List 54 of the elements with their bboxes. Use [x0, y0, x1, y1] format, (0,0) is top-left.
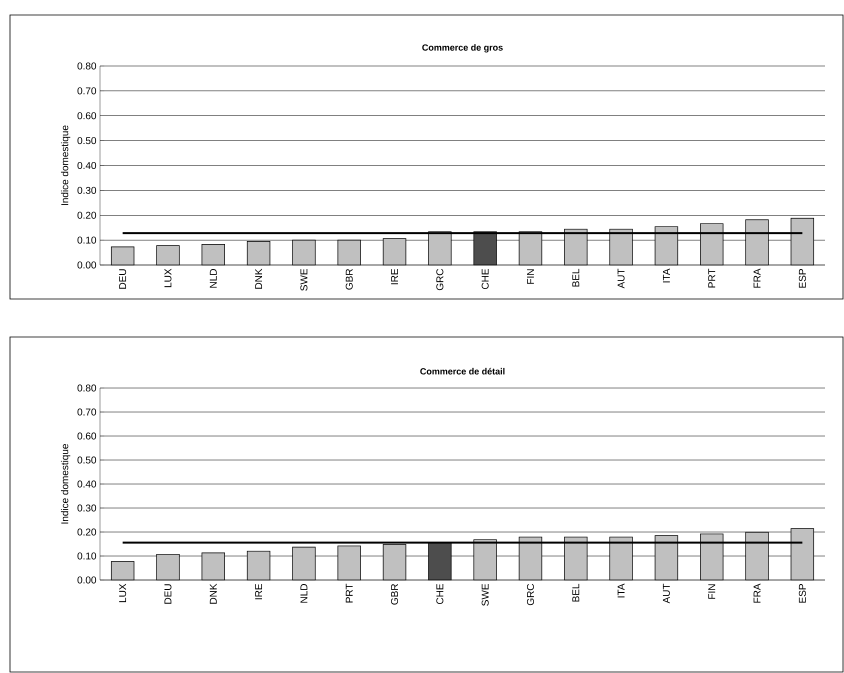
- y-tick-label: 0.00: [77, 576, 96, 584]
- x-tick-label: LUX: [119, 584, 126, 602]
- y-tick-label: 0.70: [77, 408, 96, 416]
- x-tick-label: FIN: [527, 269, 534, 284]
- x-tick-label: GBR: [391, 584, 398, 605]
- x-tick-label: GRC: [436, 268, 444, 290]
- x-tick-label: BEL: [572, 584, 580, 602]
- y-axis-title: Indice domestique: [60, 126, 70, 206]
- y-tick-label: 0.40: [77, 480, 96, 488]
- x-tick-label: DEU: [164, 584, 172, 604]
- x-tick-label: DNK: [210, 584, 217, 604]
- x-tick-label: ESP: [798, 269, 806, 288]
- x-tick-label: LUX: [164, 268, 172, 288]
- y-tick-label: 0.30: [77, 186, 96, 194]
- x-tick-label: GBR: [346, 268, 353, 290]
- y-tick-label: 0.60: [77, 432, 96, 440]
- x-tick-label: NLD: [210, 269, 217, 288]
- y-axis-title: Indice domestique: [60, 444, 70, 524]
- x-tick-label: FRA: [754, 584, 760, 603]
- y-tick-label: 0.70: [77, 87, 96, 94]
- x-tick-label: SWE: [300, 268, 308, 291]
- x-tick-label: DEU: [119, 269, 126, 289]
- x-tick-label: BEL: [572, 268, 580, 287]
- x-tick-label: SWE: [482, 584, 489, 606]
- x-tick-label: AUT: [618, 268, 625, 288]
- x-tick-label: AUT: [662, 584, 670, 604]
- x-tick-label: ESP: [798, 584, 806, 603]
- y-tick-label: 0.20: [77, 528, 96, 536]
- x-tick-label: CHE: [436, 584, 444, 604]
- x-tick-label: PRT: [346, 584, 353, 602]
- y-tick-label: 0.10: [77, 236, 96, 244]
- x-tick-label: IRE: [391, 268, 398, 284]
- y-tick-label: 0.20: [77, 212, 96, 219]
- x-tick-label: GRC: [526, 584, 534, 606]
- y-tick-label: 0.00: [77, 261, 96, 269]
- y-tick-label: 0.80: [77, 62, 96, 70]
- y-tick-label: 0.60: [77, 112, 96, 120]
- x-tick-label: FRA: [754, 268, 760, 288]
- x-tick-label: ITA: [618, 584, 625, 598]
- y-tick-label: 0.10: [77, 552, 96, 560]
- y-tick-label: 0.50: [77, 456, 96, 464]
- y-tick-label: 0.40: [77, 162, 96, 170]
- x-tick-label: IRE: [255, 584, 262, 600]
- x-tick-label: PRT: [708, 268, 716, 288]
- x-tick-label: CHE: [482, 268, 489, 290]
- x-tick-label: ITA: [662, 268, 670, 282]
- y-tick-label: 0.30: [77, 504, 96, 512]
- x-tick-label: DNK: [255, 268, 262, 289]
- chart-title: Commerce de détail: [420, 368, 504, 375]
- chart-title: Commerce de gros: [422, 44, 503, 53]
- y-tick-label: 0.80: [77, 384, 96, 392]
- x-tick-label: FIN: [708, 584, 716, 599]
- y-tick-label: 0.50: [77, 137, 96, 144]
- x-tick-label: NLD: [300, 584, 308, 603]
